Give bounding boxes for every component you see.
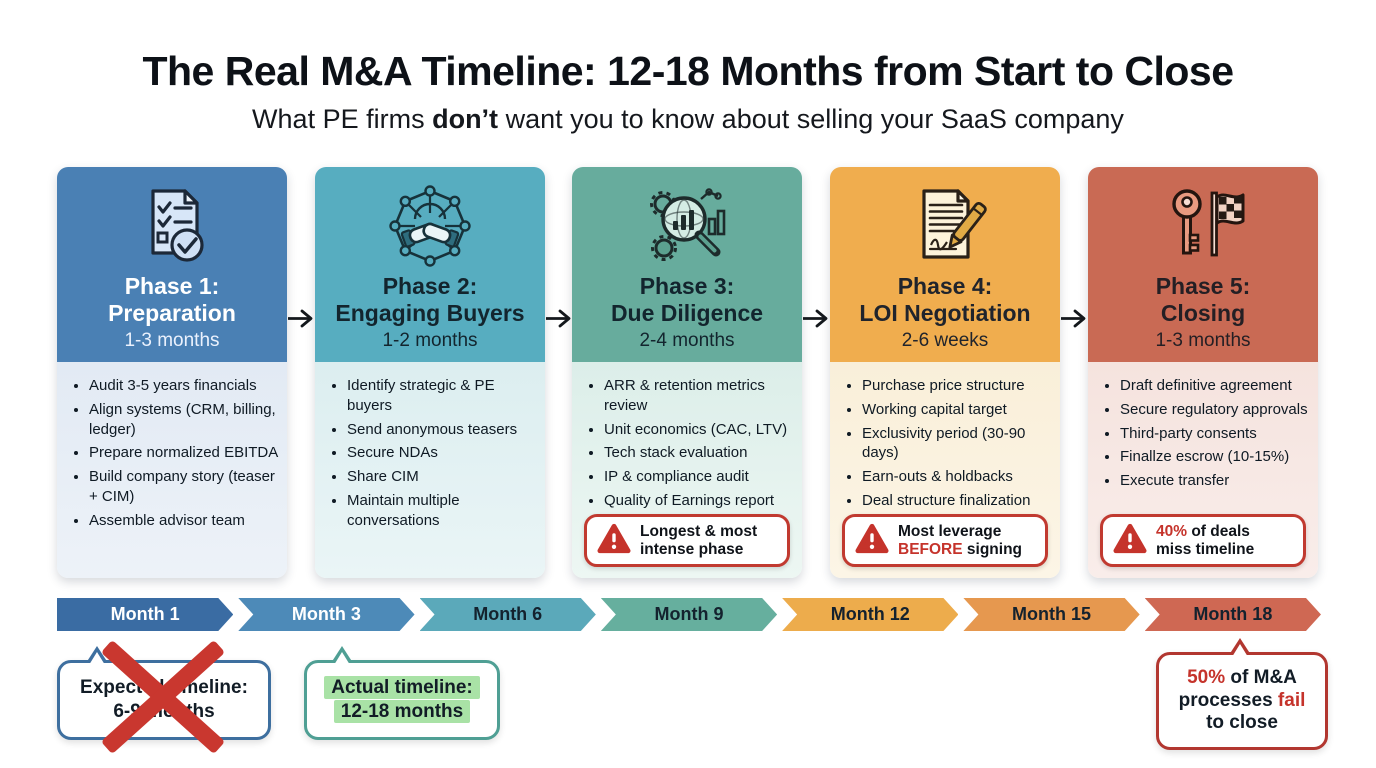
bullet-item: Align systems (CRM, billing, ledger) <box>89 400 279 440</box>
phase-title: Phase 5: Closing <box>1155 273 1251 326</box>
bullet-item: IP & compliance audit <box>604 467 794 487</box>
phase-header: Phase 3: Due Diligence 2-4 months <box>572 167 802 362</box>
phase-title: Phase 4: LOI Negotiation <box>859 273 1031 326</box>
key-flag-icon <box>1160 180 1246 272</box>
phase-body: Draft definitive agreement Secure regula… <box>1088 362 1318 578</box>
month-timeline-bar: Month 1 Month 3 Month 6 Month 9 Month 12… <box>57 598 1321 631</box>
timeline-segment-month-3: Month 3 <box>238 598 414 631</box>
phase-header: Phase 2: Engaging Buyers 1-2 months <box>315 167 545 362</box>
network-handshake-icon <box>387 180 473 272</box>
phase-card-preparation: Phase 1:Preparation 1-3 months Audit 3-5… <box>57 167 287 578</box>
right-arrow-icon <box>288 309 313 328</box>
bullet-item: Deal structure finalization <box>862 491 1052 511</box>
bullet-item: Exclusivity period (30-90 days) <box>862 424 1052 464</box>
warning-triangle-icon <box>1113 523 1147 559</box>
timeline-segment-month-6: Month 6 <box>420 598 596 631</box>
phase-card-closing: Phase 5:Closing 1-3 months Draft definit… <box>1088 167 1318 578</box>
phase-bullet-list: Audit 3-5 years financials Align systems… <box>69 376 279 531</box>
phase-bullet-list: Draft definitive agreement Secure regula… <box>1100 376 1310 491</box>
warning-triangle-icon <box>855 523 889 559</box>
bullet-item: Third-party consents <box>1120 424 1310 444</box>
phase-duration: 1-2 months <box>382 330 478 352</box>
bullet-item: Tech stack evaluation <box>604 443 794 463</box>
checklist-document-icon <box>129 180 215 272</box>
phase-body: Purchase price structure Working capital… <box>830 362 1060 578</box>
phase-bullet-list: ARR & retention metrics review Unit econ… <box>584 376 794 511</box>
phase-duration: 1-3 months <box>124 330 220 352</box>
warning-callout: 40% of deals miss timeline <box>1100 514 1306 567</box>
phase-title: Phase 3: Due Diligence <box>610 273 764 326</box>
phase-body: ARR & retention metrics review Unit econ… <box>572 362 802 578</box>
page-title: The Real M&A Timeline: 12-18 Months from… <box>142 48 1234 94</box>
phase-body: Audit 3-5 years financials Align systems… <box>57 362 287 578</box>
right-arrow-icon <box>546 309 571 328</box>
timeline-segment-month-18: Month 18 <box>1145 598 1321 631</box>
actual-timeline-callout: Actual timeline: 12-18 months <box>304 646 500 740</box>
magnifier-analytics-icon <box>644 180 730 272</box>
bullet-item: Build company story (teaser + CIM) <box>89 467 279 507</box>
bullet-item: Audit 3-5 years financials <box>89 376 279 396</box>
fail-rate-text: 50% of M&A processes fail to close <box>1178 666 1306 734</box>
expected-timeline-callout: Expected timeline: 6-9 months <box>57 639 271 755</box>
right-arrow-icon <box>803 309 828 328</box>
phase-card-due-diligence: Phase 3:Due Diligence 2-4 months ARR & r… <box>572 167 802 578</box>
page-subtitle: What PE firms don’t want you to know abo… <box>252 104 1124 134</box>
warning-text: Most leverage BEFORE signing <box>898 522 1023 558</box>
phase-bullet-list: Identify strategic & PE buyers Send anon… <box>327 376 537 531</box>
actual-timeline-text: Actual timeline: 12-18 months <box>324 676 480 724</box>
bullet-item: Share CIM <box>347 467 537 487</box>
phase-header: Phase 1: Preparation 1-3 months <box>57 167 287 362</box>
bullet-item: Prepare normalized EBITDA <box>89 443 279 463</box>
fail-rate-callout: 50% of M&A processes fail to close <box>1156 638 1328 750</box>
bullet-item: Finallze escrow (10-15%) <box>1120 447 1310 467</box>
bullet-item: Identify strategic & PE buyers <box>347 376 537 416</box>
bullet-item: Working capital target <box>862 400 1052 420</box>
bullet-item: Maintain multiple conversations <box>347 491 537 531</box>
phase-title: Phase 2: Engaging Buyers <box>335 273 525 326</box>
phase-card-loi-negotiation: Phase 4:LOI Negotiation 2-6 weeks Purcha… <box>830 167 1060 578</box>
phase-card-engaging-buyers: Phase 2:Engaging Buyers 1-2 months Ident… <box>315 167 545 578</box>
bullet-item: Assemble advisor team <box>89 511 279 531</box>
bullet-item: Unit economics (CAC, LTV) <box>604 420 794 440</box>
phase-body: Identify strategic & PE buyers Send anon… <box>315 362 545 578</box>
warning-callout: Most leverage BEFORE signing <box>842 514 1048 567</box>
bullet-item: Secure NDAs <box>347 443 537 463</box>
phase-header: Phase 4: LOI Negotiation 2-6 weeks <box>830 167 1060 362</box>
bullet-item: Quality of Earnings report <box>604 491 794 511</box>
timeline-segment-month-1: Month 1 <box>57 598 233 631</box>
bullet-item: Earn-outs & holdbacks <box>862 467 1052 487</box>
phase-duration: 2-4 months <box>639 330 735 352</box>
timeline-segment-month-12: Month 12 <box>782 598 958 631</box>
phase-header: Phase 5: Closing 1-3 months <box>1088 167 1318 362</box>
bullet-item: Purchase price structure <box>862 376 1052 396</box>
warning-triangle-icon <box>597 523 631 559</box>
phase-bullet-list: Purchase price structure Working capital… <box>842 376 1052 511</box>
red-x-icon <box>98 638 228 756</box>
timeline-segment-month-9: Month 9 <box>601 598 777 631</box>
bullet-item: Secure regulatory approvals <box>1120 400 1310 420</box>
phase-title: Phase 1: Preparation <box>108 273 236 326</box>
bullet-item: Send anonymous teasers <box>347 420 537 440</box>
warning-callout: Longest & most intense phase <box>584 514 790 567</box>
phase-duration: 2-6 weeks <box>901 330 989 352</box>
timeline-segment-month-15: Month 15 <box>963 598 1139 631</box>
warning-text: Longest & most intense phase <box>640 522 758 558</box>
bullet-item: ARR & retention metrics review <box>604 376 794 416</box>
phase-duration: 1-3 months <box>1155 330 1251 352</box>
bullet-item: Execute transfer <box>1120 471 1310 491</box>
contract-pen-icon <box>902 180 988 272</box>
bullet-item: Draft definitive agreement <box>1120 376 1310 396</box>
right-arrow-icon <box>1061 309 1086 328</box>
warning-text: 40% of deals miss timeline <box>1156 522 1255 558</box>
